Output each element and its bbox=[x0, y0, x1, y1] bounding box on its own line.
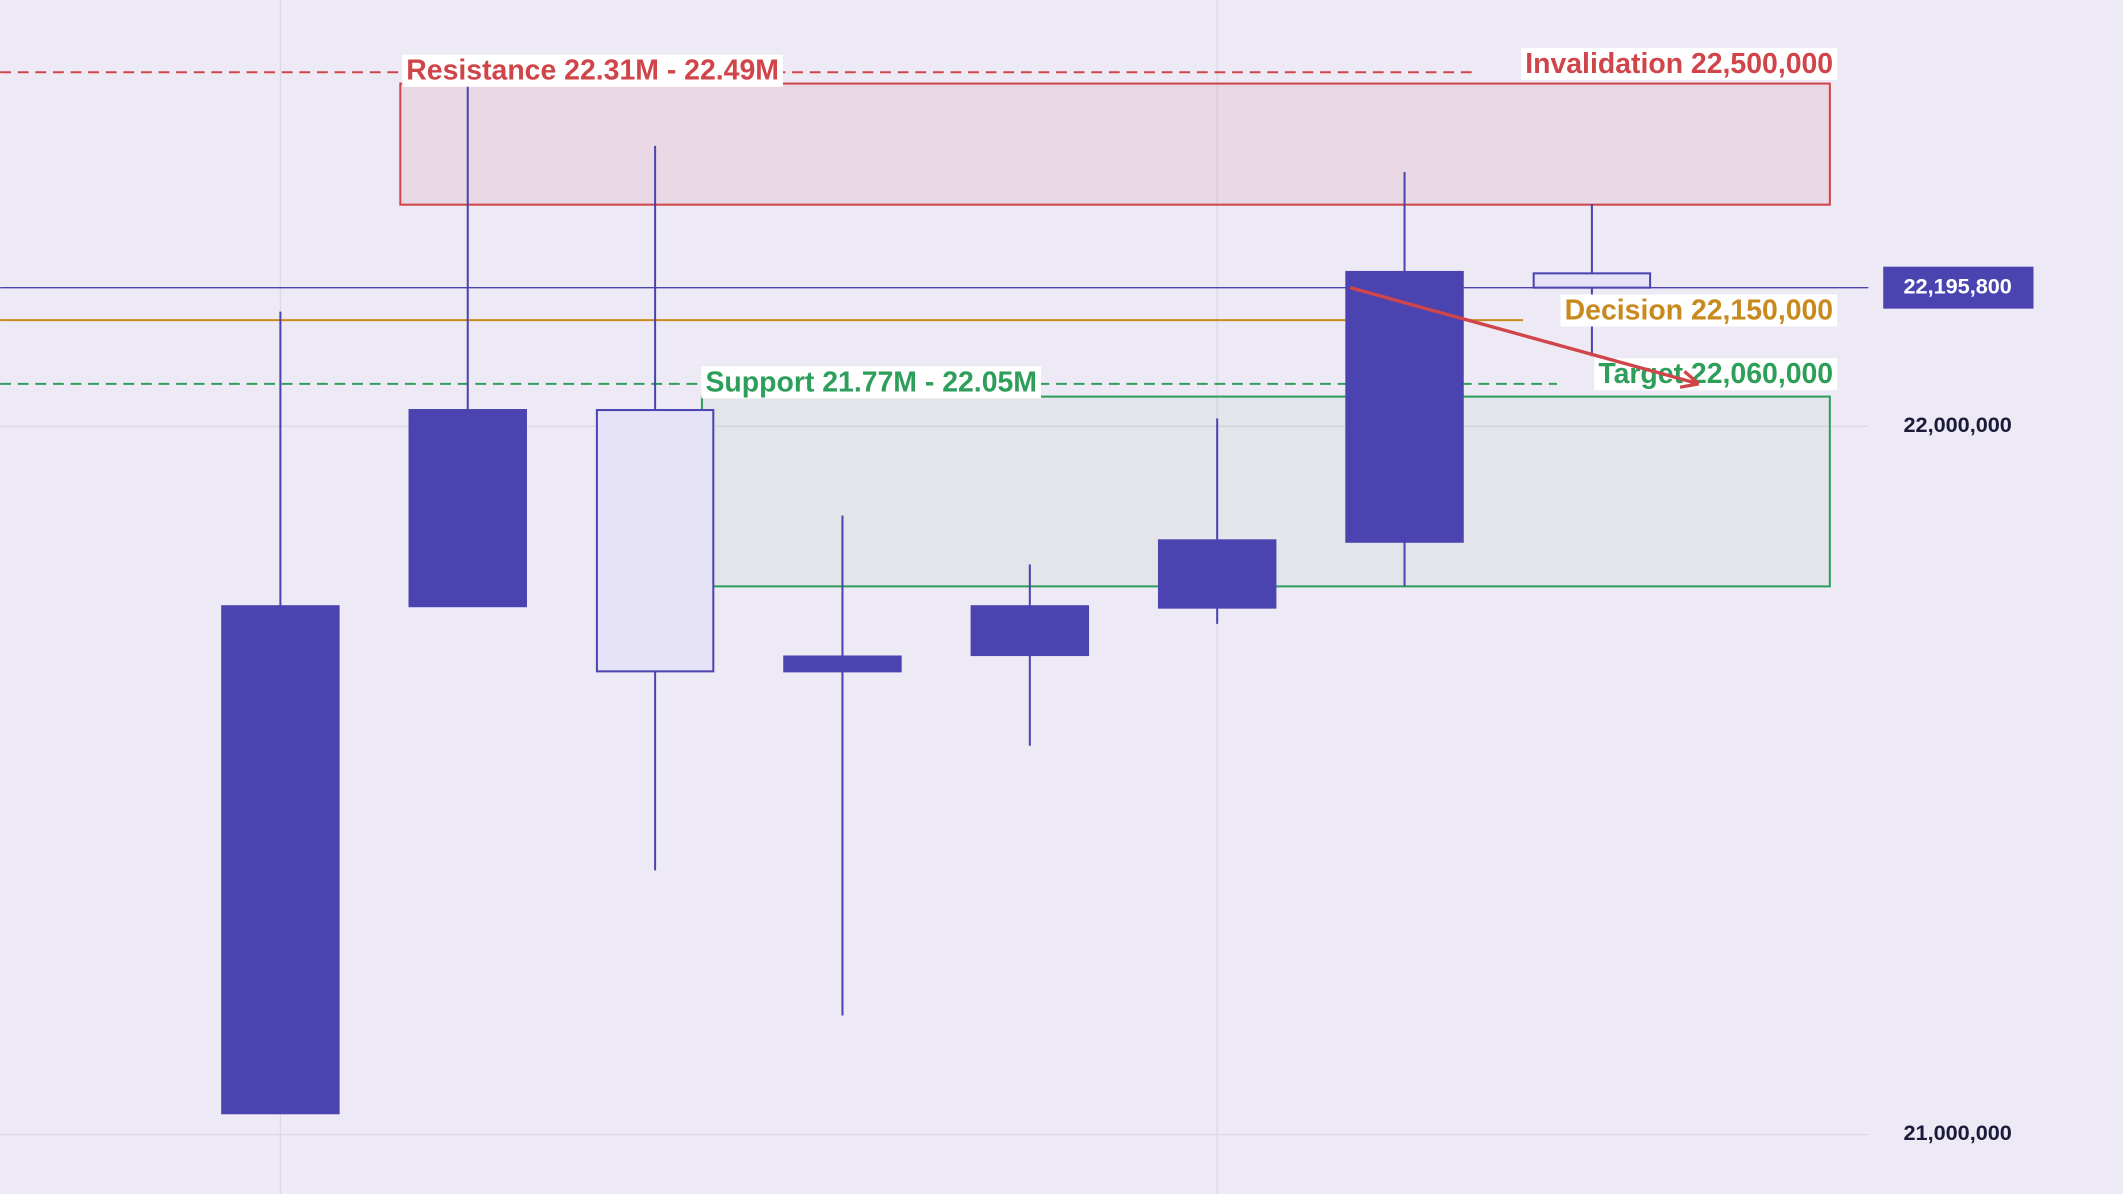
annotation-label: Resistance 22.31M - 22.49M bbox=[406, 55, 779, 87]
zone bbox=[399, 82, 1831, 206]
annotation: Invalidation 22,500,000 bbox=[1521, 47, 1838, 80]
candle-body bbox=[970, 605, 1090, 657]
candle-body bbox=[1157, 539, 1277, 609]
candle-body bbox=[783, 655, 902, 673]
annotation: Decision 22,150,000 bbox=[1560, 294, 1838, 327]
price-box bbox=[1883, 266, 2034, 309]
candle-body bbox=[1345, 270, 1464, 543]
candle-body bbox=[408, 409, 527, 608]
y-tick-label: 22,000,000 bbox=[1904, 412, 2012, 437]
y-tick-label: 21,000,000 bbox=[1904, 1120, 2012, 1145]
arrow bbox=[1349, 286, 1700, 386]
annotation-label: Invalidation 22,500,000 bbox=[1525, 48, 1833, 80]
arrow-head bbox=[1679, 370, 1700, 389]
annotation: Support 21.77M - 22.05M bbox=[701, 366, 1042, 399]
candle-body bbox=[595, 409, 715, 673]
annotation-bg bbox=[1521, 47, 1838, 80]
annotation: Resistance 22.31M - 22.49M bbox=[402, 54, 783, 87]
candle-body bbox=[1532, 272, 1652, 289]
annotation-label: Target 22,060,000 bbox=[1598, 358, 1833, 390]
annotation-bg bbox=[402, 54, 783, 87]
annotation-label: Decision 22,150,000 bbox=[1565, 294, 1833, 326]
annotation-bg bbox=[701, 366, 1042, 399]
annotation: Target 22,060,000 bbox=[1594, 358, 1838, 391]
candle-body bbox=[221, 605, 340, 1115]
annotation-bg bbox=[1594, 358, 1838, 391]
annotation-bg bbox=[1560, 294, 1838, 327]
price-label: 22,195,800 bbox=[1904, 273, 2012, 298]
annotation-label: Support 21.77M - 22.05M bbox=[705, 366, 1036, 398]
